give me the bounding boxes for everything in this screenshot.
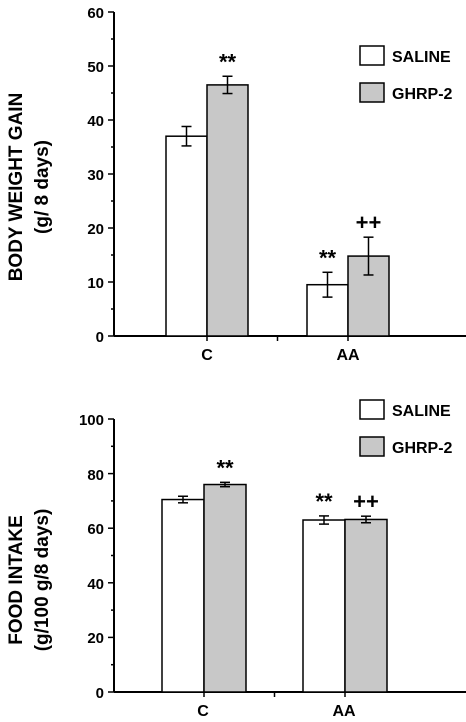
bar-saline-c [165,135,208,337]
legend: SALINE GHRP-2 [359,399,453,457]
y-axis-label-line2: (g/ 8 days) [32,140,53,234]
bar-saline-c [161,498,205,693]
significance-label: ** [219,49,237,74]
significance-label: ++ [356,210,382,235]
legend-label-saline: SALINE [392,49,451,66]
bar-saline-aa [302,519,346,693]
y-tick-label: 50 [87,59,104,76]
y-tick-label: 0 [96,329,104,346]
y-tick-label: 80 [87,467,104,484]
chart-marks: ** ** ++ [108,418,466,697]
x-tick-label: C [201,347,213,364]
y-axis-label: BODY WEIGHT GAIN (g/ 8 days) [6,93,53,282]
y-tick-label: 100 [79,412,104,429]
chart-body-weight-gain: ** ** ++ BODY WEIGHT GAIN (g/ 8 days) 0 10… [6,5,466,364]
y-tick-label: 60 [87,521,104,538]
y-axis-label-line1: FOOD INTAKE [6,515,27,644]
y-tick-label: 40 [87,576,104,593]
significance-label: ++ [353,489,379,514]
legend-label-saline: SALINE [392,403,451,420]
legend-swatch-saline [359,399,385,420]
chart-marks: ** ** ++ [108,11,466,341]
x-tick-labels: C AA [201,347,360,364]
y-tick-label: 40 [87,113,104,130]
significance-label: ** [216,455,234,480]
significance-label: ** [319,245,337,270]
legend-swatch-ghrp2 [359,436,385,457]
x-tick-labels: C AA [197,703,356,720]
bar-ghrp2-c [203,483,247,693]
legend-swatch-ghrp2 [359,82,385,103]
x-tick-label: C [197,703,209,720]
y-tick-label: 20 [87,221,104,238]
legend-label-ghrp2: GHRP-2 [392,440,453,457]
legend-swatch-saline [359,45,385,66]
y-axis-label-line1: BODY WEIGHT GAIN [6,93,27,282]
bar-ghrp2-aa [344,518,388,693]
significance-label: ** [315,489,333,514]
y-axis-label-line2: (g/100 g/8 days) [32,509,53,652]
legend: SALINE GHRP-2 [359,45,453,103]
x-tick-label: AA [336,347,360,364]
y-tick-label: 30 [87,167,104,184]
y-tick-label: 10 [87,275,104,292]
y-tick-label: 20 [87,630,104,647]
legend-label-ghrp2: GHRP-2 [392,86,453,103]
x-tick-label: AA [332,703,356,720]
chart-food-intake: ** ** ++ FOOD INTAKE (g/100 g/8 days) 0 20… [6,399,466,720]
y-tick-label: 60 [87,5,104,22]
y-tick-labels: 0 20 40 60 80 100 [79,412,104,702]
y-tick-labels: 0 10 20 30 40 50 60 [87,5,104,346]
y-tick-label: 0 [96,685,104,702]
bar-ghrp2-c [206,84,249,337]
y-axis-label: FOOD INTAKE (g/100 g/8 days) [6,509,53,652]
